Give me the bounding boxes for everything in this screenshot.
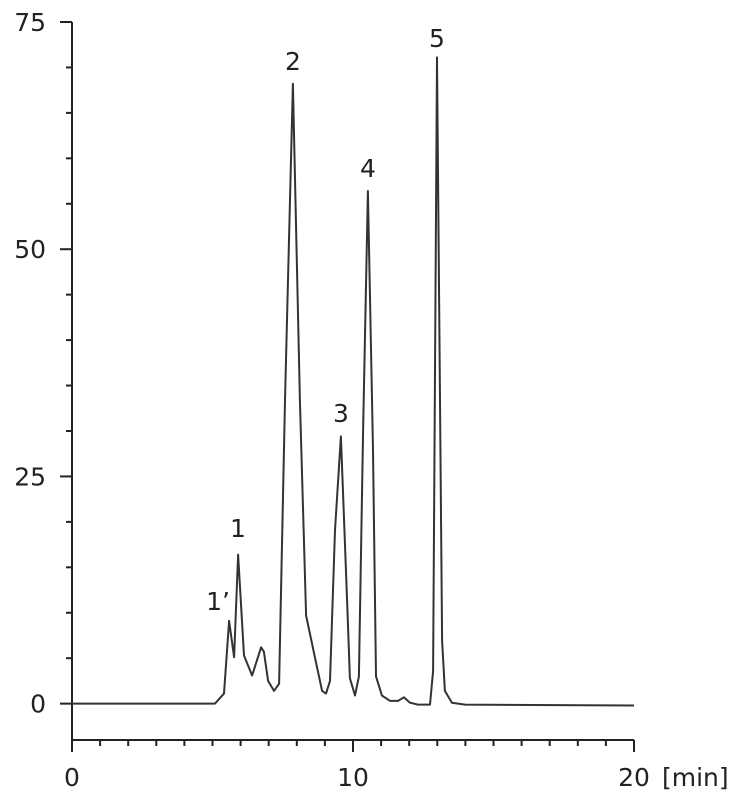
x-axis-label: [min] [662, 763, 729, 792]
x-tick-label: 20 [618, 763, 650, 792]
y-tick-label: 50 [14, 235, 46, 264]
y-tick-label: 0 [30, 690, 46, 719]
peak-label: 4 [360, 154, 376, 183]
peak-label: 2 [285, 47, 301, 76]
x-tick-label: 0 [64, 763, 80, 792]
signal-line [72, 56, 635, 707]
y-tick-label: 75 [14, 8, 46, 37]
peak-label: 1 [230, 514, 246, 543]
peak-label: 3 [333, 399, 349, 428]
x-tick-label: 10 [337, 763, 369, 792]
peak-label: 5 [429, 24, 445, 53]
y-tick-label: 25 [14, 462, 46, 491]
peak-label: 1’ [206, 587, 230, 616]
